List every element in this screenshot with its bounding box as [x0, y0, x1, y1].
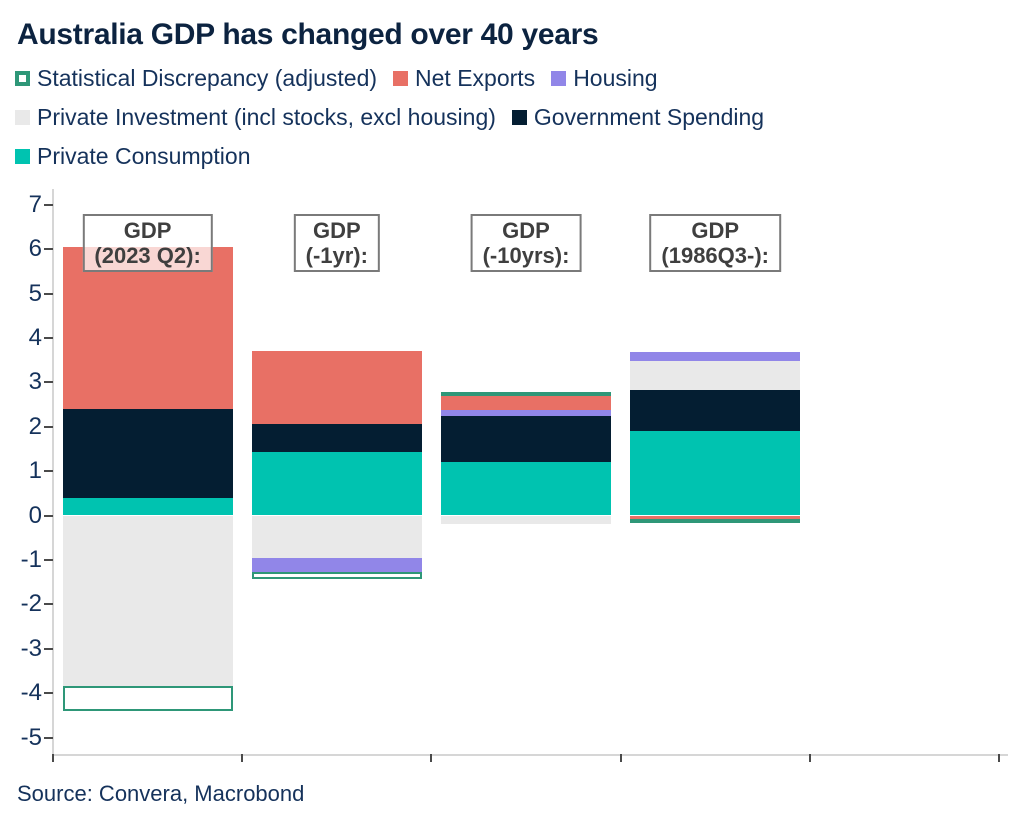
source-note: Source: Convera, Macrobond: [17, 781, 305, 806]
y-axis-tick: [44, 647, 53, 650]
bar-segment-discrepancy: [630, 519, 801, 524]
bar-segment-consumption: [62, 497, 233, 516]
gdp-label-box: GDP (-10yrs):: [470, 214, 582, 272]
y-axis-tick-label: 4: [28, 323, 42, 351]
gdp-label-line: (-1yr):: [305, 243, 368, 268]
legend-row: Private Investment (incl stocks, excl ho…: [15, 103, 780, 132]
bar-segment-investment: [630, 360, 801, 390]
legend-item-housing: Housing: [551, 65, 658, 92]
bar-segment-investment: [62, 515, 233, 687]
legend-row: Statistical Discrepancy (adjusted) Net Ex…: [15, 64, 780, 93]
y-axis-tick: [44, 736, 53, 739]
gdp-label-line: GDP: [502, 218, 550, 243]
gdp-label-line: GDP: [312, 218, 361, 243]
y-axis-tick-label: 2: [28, 412, 42, 440]
x-axis-tick: [998, 754, 1000, 762]
y-axis-tick: [44, 603, 53, 606]
bar-segment-consumption: [630, 431, 801, 516]
y-axis-tick: [44, 425, 53, 428]
gdp-label-box: GDP (-1yr):: [293, 214, 380, 272]
y-axis-line: [52, 189, 54, 754]
investment-swatch-icon: [15, 110, 30, 125]
y-axis-tick: [44, 336, 53, 339]
gdp-label-line: GDP: [123, 218, 172, 243]
legend-label: Government Spending: [533, 104, 765, 130]
bar-segment-net_exports: [251, 350, 422, 425]
y-axis-tick-label: 6: [28, 235, 42, 263]
y-axis-tick-label: -4: [20, 679, 42, 707]
gdp-label-box: GDP (2023 Q2):: [82, 214, 213, 272]
legend-label: Statistical Discrepancy (adjusted): [37, 65, 378, 91]
housing-swatch-icon: [551, 71, 567, 86]
bar-segment-investment: [441, 515, 611, 525]
y-axis-tick-label: 5: [28, 279, 42, 307]
y-axis-tick: [44, 470, 53, 473]
gdp-label-line: (2023 Q2):: [94, 243, 201, 268]
x-axis-tick: [430, 754, 433, 762]
legend: Statistical Discrepancy (adjusted) Net Ex…: [15, 64, 780, 181]
bar-segment-housing: [630, 351, 801, 361]
bar-segment-consumption: [441, 461, 611, 516]
bar-segment-government: [62, 408, 233, 498]
bar-segment-discrepancy: [251, 571, 422, 580]
bar-segment-consumption: [251, 452, 422, 516]
y-axis-tick-label: -3: [20, 634, 42, 662]
bar-segment-net_exports: [62, 246, 233, 409]
consumption-swatch-icon: [15, 149, 30, 164]
bar-segment-net_exports: [441, 394, 611, 411]
y-axis-tick: [44, 203, 53, 206]
y-axis-tick-label: 3: [28, 368, 42, 396]
legend-row: Private Consumption: [15, 142, 780, 171]
gdp-label-line: GDP: [691, 218, 740, 243]
y-axis-tick: [44, 692, 53, 695]
bar-segment-discrepancy: [62, 686, 233, 711]
bar-segment-government: [630, 389, 801, 432]
bar-segment-housing: [441, 410, 611, 417]
legend-label: Private Investment (incl stocks, excl ho…: [37, 104, 496, 130]
y-axis-tick: [44, 514, 53, 517]
legend-item-discrepancy: Statistical Discrepancy (adjusted): [15, 65, 377, 92]
y-axis-tick-label: -5: [20, 723, 42, 751]
legend-label: Housing: [573, 65, 658, 91]
bar-segment-government: [251, 424, 422, 452]
chart-title: Australia GDP has changed over 40 years: [17, 18, 599, 51]
gdp-label-box: GDP (1986Q3-):: [649, 214, 781, 272]
legend-item-net_exports: Net Exports: [393, 65, 535, 92]
bar-segment-investment: [251, 515, 422, 558]
y-axis-tick-label: -2: [20, 590, 42, 618]
gdp-label-line: (1986Q3-):: [661, 243, 769, 268]
gdp-label-line: (-10yrs):: [482, 243, 570, 268]
x-axis-line: [53, 754, 1008, 756]
discrepancy-swatch-icon: [15, 71, 30, 86]
legend-item-government: Government Spending: [511, 104, 765, 131]
bar-segment-discrepancy: [441, 391, 611, 396]
y-axis-tick-label: 0: [28, 501, 42, 529]
legend-label: Private Consumption: [37, 143, 251, 169]
y-axis-tick: [44, 558, 53, 561]
y-axis-tick-label: 1: [28, 457, 42, 485]
net_exports-swatch-icon: [393, 71, 409, 86]
legend-item-consumption: Private Consumption: [15, 143, 251, 170]
x-axis-tick: [52, 754, 54, 762]
legend-label: Net Exports: [415, 65, 536, 91]
y-axis-tick: [44, 292, 53, 295]
bar-segment-government: [441, 416, 611, 462]
bar-segment-housing: [251, 557, 422, 572]
y-axis-tick: [44, 381, 53, 384]
legend-item-investment: Private Investment (incl stocks, excl ho…: [15, 104, 496, 131]
bar-segment-net_exports: [630, 515, 801, 520]
y-axis-tick-label: 7: [28, 190, 42, 218]
x-axis-tick: [808, 754, 811, 762]
x-axis-tick: [619, 754, 622, 762]
y-axis-tick: [44, 248, 53, 251]
x-axis-tick: [241, 754, 244, 762]
y-axis-tick-label: -1: [20, 545, 42, 573]
government-swatch-icon: [511, 110, 527, 125]
